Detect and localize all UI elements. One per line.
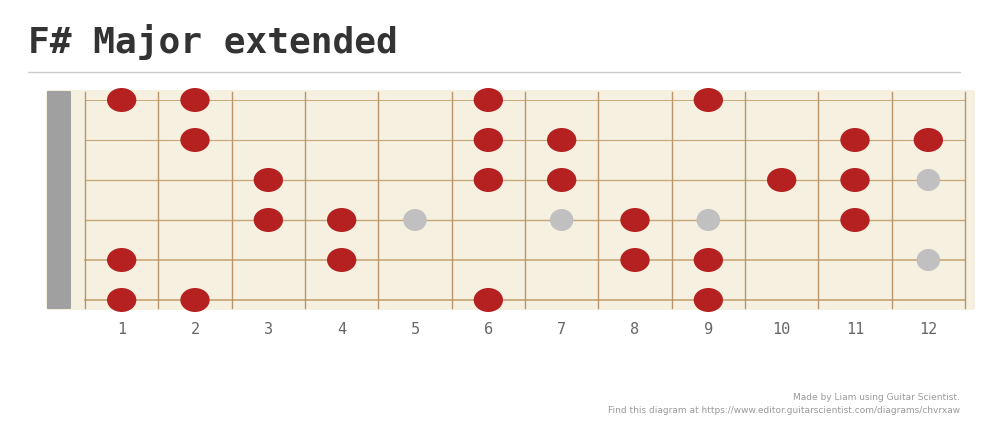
Text: 6: 6 (483, 323, 492, 337)
Text: 1: 1 (117, 323, 126, 337)
Ellipse shape (180, 128, 209, 152)
Ellipse shape (326, 208, 356, 232)
Text: Made by Liam using Guitar Scientist.
Find this diagram at https://www.editor.gui: Made by Liam using Guitar Scientist. Fin… (607, 393, 959, 415)
Ellipse shape (620, 248, 649, 272)
Text: 5: 5 (410, 323, 419, 337)
Ellipse shape (693, 88, 723, 112)
Ellipse shape (253, 168, 283, 192)
FancyBboxPatch shape (47, 91, 71, 309)
Text: 8: 8 (630, 323, 639, 337)
Ellipse shape (473, 128, 503, 152)
Ellipse shape (696, 209, 720, 231)
Ellipse shape (473, 288, 503, 312)
Ellipse shape (839, 128, 869, 152)
Ellipse shape (180, 288, 209, 312)
Ellipse shape (253, 208, 283, 232)
Ellipse shape (839, 168, 869, 192)
Ellipse shape (913, 128, 942, 152)
Ellipse shape (766, 168, 796, 192)
Text: 4: 4 (337, 323, 346, 337)
Text: F# Major extended: F# Major extended (28, 24, 397, 60)
Ellipse shape (549, 209, 573, 231)
Text: 12: 12 (918, 323, 937, 337)
Ellipse shape (106, 288, 136, 312)
Ellipse shape (473, 168, 503, 192)
Ellipse shape (326, 248, 356, 272)
Ellipse shape (473, 88, 503, 112)
Text: 11: 11 (845, 323, 864, 337)
FancyBboxPatch shape (46, 90, 974, 310)
Ellipse shape (403, 209, 426, 231)
Ellipse shape (106, 88, 136, 112)
Ellipse shape (546, 168, 576, 192)
Text: 9: 9 (703, 323, 712, 337)
Ellipse shape (546, 128, 576, 152)
Ellipse shape (839, 208, 869, 232)
Ellipse shape (693, 288, 723, 312)
Text: 3: 3 (263, 323, 272, 337)
Text: 2: 2 (190, 323, 199, 337)
Ellipse shape (693, 248, 723, 272)
Ellipse shape (620, 208, 649, 232)
Ellipse shape (180, 88, 209, 112)
Ellipse shape (916, 169, 939, 191)
Ellipse shape (916, 249, 939, 271)
Ellipse shape (106, 248, 136, 272)
Text: 10: 10 (772, 323, 790, 337)
Text: 7: 7 (556, 323, 566, 337)
